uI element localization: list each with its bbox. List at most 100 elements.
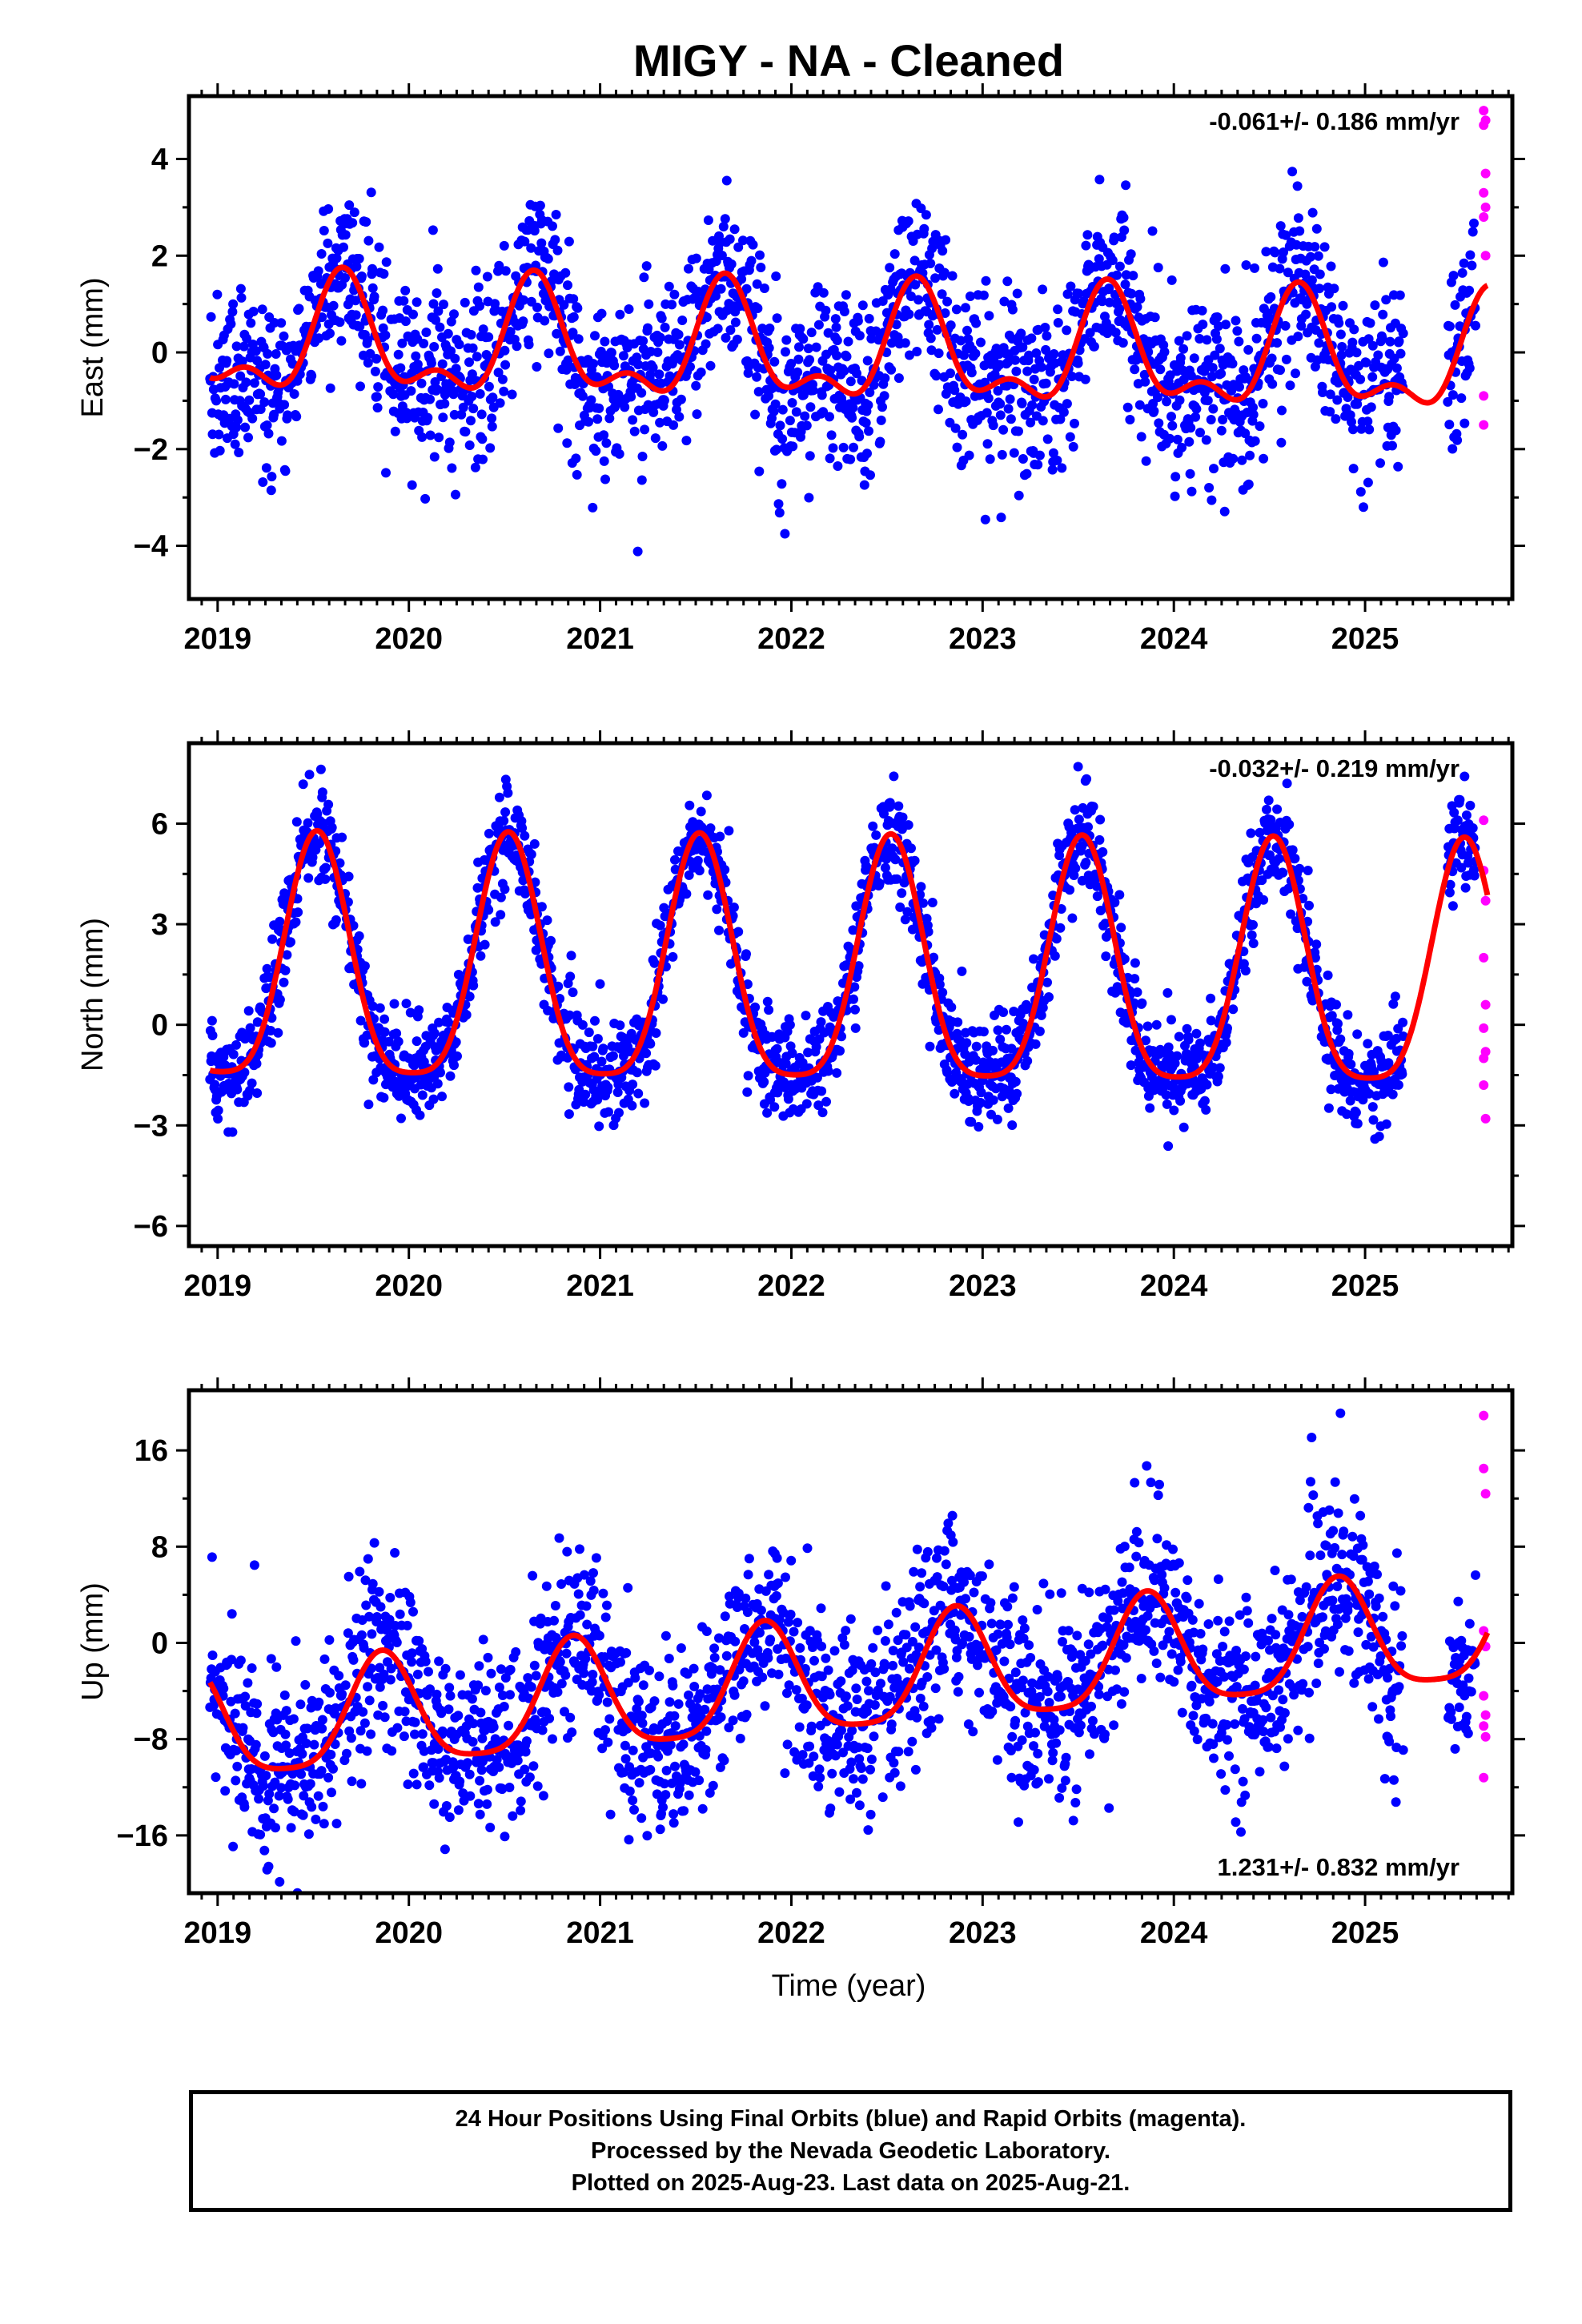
final-orbit-point [303, 818, 313, 828]
final-orbit-point [916, 203, 926, 214]
final-orbit-point [512, 341, 522, 352]
final-orbit-point [1134, 400, 1145, 410]
final-orbit-point [262, 963, 272, 974]
final-orbit-point [291, 817, 302, 827]
final-orbit-point [1257, 875, 1267, 886]
final-orbit-point [412, 297, 422, 308]
y-axis-label: East (mm) [76, 277, 110, 417]
x-tick-label: 2025 [1331, 622, 1399, 656]
final-orbit-point [298, 1810, 308, 1820]
final-orbit-point [1364, 424, 1375, 435]
final-orbit-point [375, 1602, 386, 1612]
final-orbit-point [769, 406, 779, 416]
plot-area [205, 1408, 1491, 1893]
final-orbit-point [1207, 372, 1217, 382]
final-orbit-point [720, 865, 730, 875]
final-orbit-point [1335, 1034, 1346, 1044]
final-orbit-point [821, 305, 831, 316]
final-orbit-point [466, 330, 476, 340]
final-orbit-point [1203, 396, 1213, 406]
final-orbit-point [461, 1010, 472, 1020]
final-orbit-point [317, 1723, 327, 1734]
final-orbit-point [235, 283, 246, 294]
final-orbit-point [1065, 885, 1075, 895]
final-orbit-point [327, 1787, 336, 1798]
final-orbit-point [439, 300, 448, 310]
final-orbit-point [773, 499, 784, 509]
final-orbit-point [319, 1819, 329, 1829]
final-orbit-point [1248, 939, 1259, 948]
final-orbit-point [440, 399, 450, 409]
final-orbit-point [267, 472, 277, 482]
final-orbit-point [417, 1090, 428, 1100]
final-orbit-point [775, 420, 785, 431]
final-orbit-point [738, 235, 748, 246]
final-orbit-point [953, 1017, 963, 1027]
final-orbit-point [797, 1058, 808, 1068]
final-orbit-point [425, 394, 435, 404]
final-orbit-point [331, 915, 341, 925]
final-orbit-point [1132, 302, 1142, 312]
final-orbit-point [464, 440, 475, 450]
final-orbit-point [654, 369, 665, 380]
final-orbit-point [577, 1019, 588, 1030]
final-orbit-point [484, 381, 494, 392]
final-orbit-point [563, 280, 572, 291]
final-orbit-point [1166, 412, 1176, 422]
final-orbit-point [243, 1006, 254, 1016]
final-orbit-point [1050, 951, 1060, 961]
final-orbit-point [1153, 392, 1162, 403]
final-orbit-point [378, 1700, 388, 1711]
final-orbit-point [1366, 402, 1376, 412]
final-orbit-point [234, 448, 244, 457]
final-orbit-point [889, 249, 900, 259]
final-orbit-point [832, 1068, 842, 1078]
final-orbit-point [813, 282, 823, 292]
final-orbit-point [227, 307, 238, 317]
final-orbit-point [458, 402, 468, 412]
final-orbit-point [227, 1609, 237, 1619]
final-orbit-point [1094, 834, 1105, 845]
final-orbit-point [1255, 421, 1265, 432]
final-orbit-point [1184, 436, 1195, 447]
x-tick-label: 2021 [566, 1269, 634, 1303]
final-orbit-point [1363, 477, 1373, 488]
final-orbit-point [449, 1060, 459, 1071]
final-orbit-point [416, 378, 427, 388]
final-orbit-point [279, 400, 290, 410]
final-orbit-point [269, 1803, 279, 1814]
final-orbit-point [1120, 279, 1130, 290]
final-orbit-point [1201, 435, 1211, 445]
final-orbit-point [303, 1829, 314, 1839]
final-orbit-point [1315, 269, 1325, 279]
final-orbit-point [772, 1043, 782, 1054]
final-orbit-point [393, 1036, 404, 1047]
final-orbit-point [1275, 221, 1286, 231]
final-orbit-point [1100, 919, 1110, 929]
final-orbit-point [1394, 336, 1404, 347]
final-orbit-point [493, 368, 504, 378]
final-orbit-point [1040, 323, 1050, 332]
final-orbit-point [1323, 970, 1333, 980]
final-orbit-point [1285, 380, 1295, 391]
final-orbit-point [962, 1038, 972, 1048]
final-orbit-point [1024, 350, 1034, 360]
final-orbit-point [971, 1055, 982, 1065]
final-orbit-point [1182, 331, 1192, 341]
final-orbit-point [746, 255, 757, 266]
final-orbit-point [1216, 425, 1227, 436]
final-orbit-point [436, 1068, 445, 1078]
plot-frame [187, 94, 1515, 601]
final-orbit-point [573, 334, 584, 344]
final-orbit-point [1010, 355, 1021, 365]
final-orbit-point [705, 823, 716, 834]
final-orbit-point [337, 832, 347, 842]
x-tick-label: 2019 [184, 1269, 252, 1303]
final-orbit-point [771, 444, 781, 455]
final-orbit-point [379, 269, 389, 279]
final-orbit-point [912, 347, 922, 356]
final-orbit-point [600, 336, 610, 347]
final-orbit-point [367, 1578, 378, 1589]
final-orbit-point [1055, 923, 1066, 933]
final-orbit-point [786, 359, 797, 368]
